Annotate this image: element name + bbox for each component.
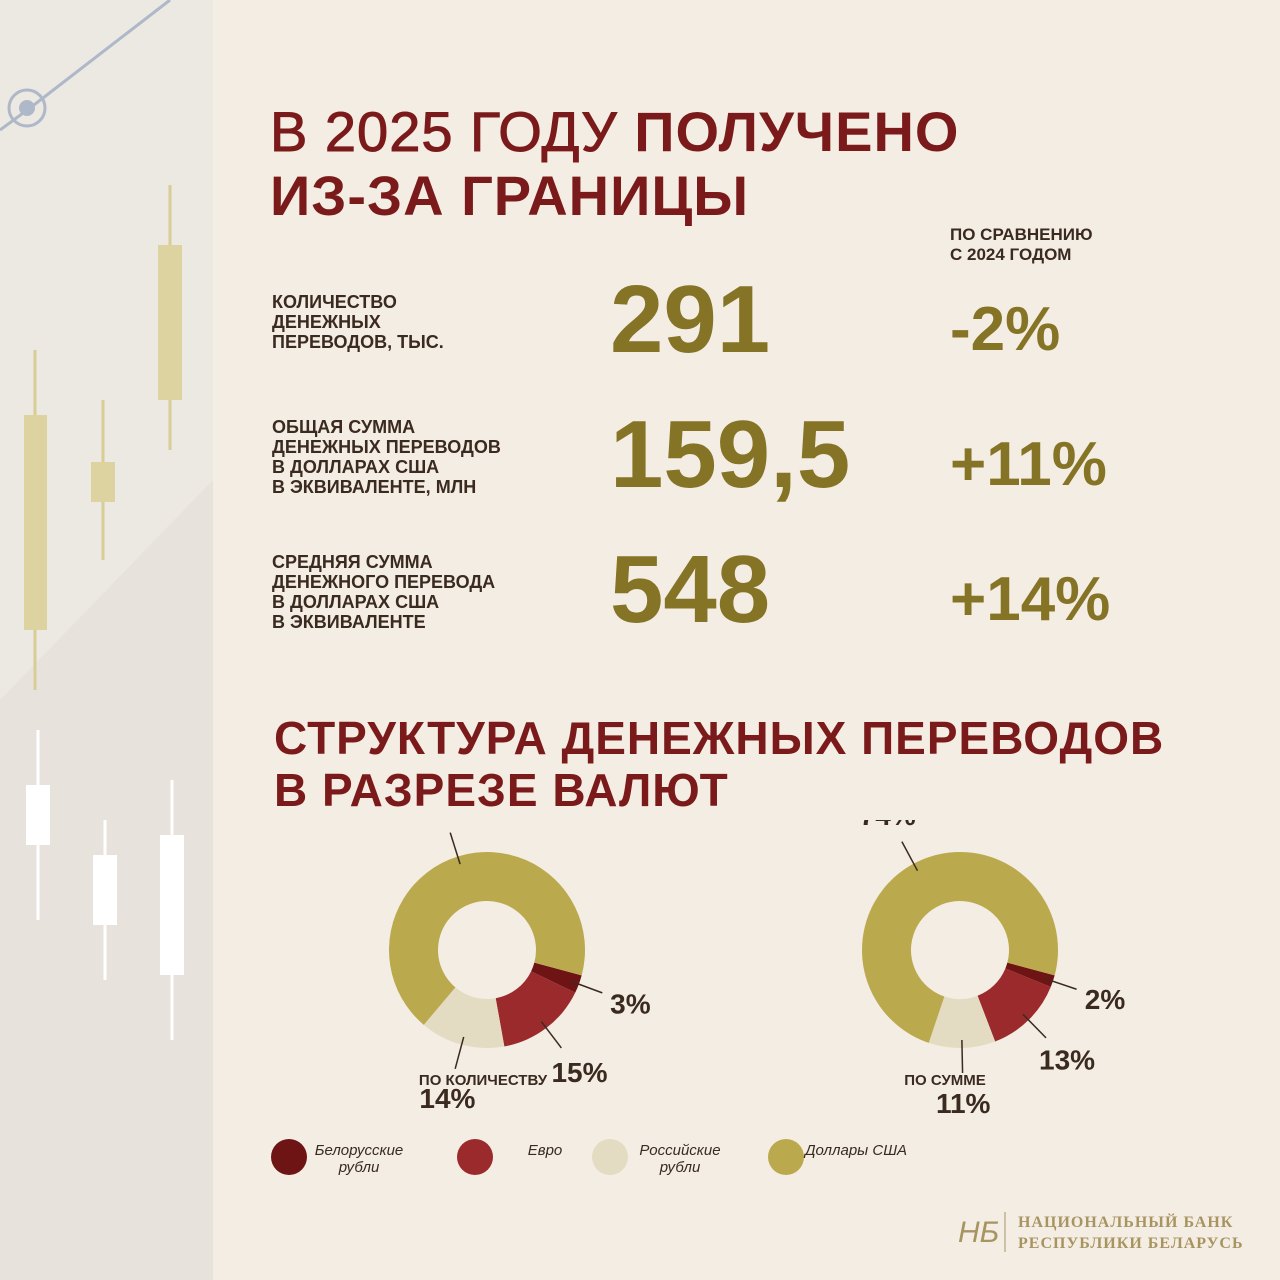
title-bold: ПОЛУЧЕНО <box>634 100 960 163</box>
stat-value: 291 <box>610 266 771 373</box>
stat-change: -2% <box>950 295 1061 364</box>
legend-swatch <box>768 1139 804 1175</box>
stat-label-line: В ДОЛЛАРАХ США <box>272 592 440 612</box>
title: В 2025 ГОДУ ПОЛУЧЕНО ИЗ-ЗА ГРАНИЦЫ <box>270 100 960 228</box>
leader-line <box>1022 1013 1047 1039</box>
svg-text:НБ: НБ <box>958 1216 999 1249</box>
stat-value: 159,5 <box>610 401 851 508</box>
leader-line <box>901 841 919 872</box>
footer-line: НАЦИОНАЛЬНЫЙ БАНК <box>1018 1214 1234 1231</box>
stat-label-line: ДЕНЕЖНЫХ ПЕРЕВОДОВ <box>272 437 501 457</box>
title-line2: ИЗ-ЗА ГРАНИЦЫ <box>270 164 750 227</box>
legend-label: Российские рубли <box>639 1142 721 1176</box>
donut-slice <box>423 987 505 1048</box>
donut-slice <box>1005 962 1055 988</box>
donut-slice <box>928 995 996 1048</box>
stat-label-line: ДЕНЕЖНОГО ПЕРЕВОДА <box>272 572 496 592</box>
comparison-line: С 2024 ГОДОМ <box>950 245 1072 264</box>
stat-label-line: В ДОЛЛАРАХ США <box>272 457 440 477</box>
leader-line <box>961 1039 964 1073</box>
stat-label-line: В ЭКВИВАЛЕНТЕ <box>272 612 426 632</box>
stat-label-line: КОЛИЧЕСТВО <box>272 292 397 312</box>
donut-slice <box>977 968 1051 1042</box>
stat-label: СРЕДНЯЯ СУММА ДЕНЕЖНОГО ПЕРЕВОДА В ДОЛЛАРА… <box>272 552 495 632</box>
value-label: 13% <box>1039 1044 1095 1075</box>
stat-value: 548 <box>610 536 771 643</box>
stat-label: КОЛИЧЕСТВО ДЕНЕЖНЫХ ПЕРЕВОДОВ, ТЫС. <box>272 292 444 352</box>
stat-label-line: ПЕРЕВОДОВ, ТЫС. <box>272 332 444 352</box>
legend-swatch <box>592 1139 628 1175</box>
value-label: 15% <box>551 1057 607 1088</box>
stat-change: +14% <box>950 565 1111 634</box>
leader-line <box>449 832 461 865</box>
donut-slice <box>531 962 582 993</box>
leader-line <box>1045 977 1077 990</box>
footer-line: РЕСПУБЛИКИ БЕЛАРУСЬ <box>1018 1235 1244 1252</box>
legend-label: Доллары США <box>804 1142 908 1159</box>
value-label: 74% <box>860 820 916 831</box>
donut-slice <box>862 852 1058 1043</box>
stat-label-line: СРЕДНЯЯ СУММА <box>272 552 433 572</box>
comparison-line: ПО СРАВНЕНИЮ <box>950 225 1093 244</box>
stat-change: +11% <box>950 430 1107 499</box>
value-label: 2% <box>1085 984 1126 1015</box>
leader-line <box>454 1036 465 1070</box>
value-label: 11% <box>936 1088 991 1119</box>
donut-slice <box>389 852 585 1025</box>
legend-swatch <box>271 1139 307 1175</box>
stat-label-line: В ЭКВИВАЛЕНТЕ, МЛН <box>272 477 477 497</box>
value-label: 3% <box>610 988 651 1019</box>
legend-label: Белорусские рубли <box>314 1142 404 1176</box>
value-label: 14% <box>419 1083 475 1114</box>
leader-line <box>571 980 603 994</box>
section-title: СТРУКТУРА ДЕНЕЖНЫХ ПЕРЕВОДОВ В РАЗРЕЗЕ ВА… <box>274 712 1164 816</box>
logo: НБ <box>958 1212 1006 1252</box>
comparison-header: ПО СРАВНЕНИЮ С 2024 ГОДОМ <box>950 225 1092 265</box>
stat-label-line: ДЕНЕЖНЫХ <box>272 312 381 332</box>
chart-title: ПО КОЛИЧЕСТВУ <box>419 1072 548 1089</box>
legend-swatch <box>457 1139 493 1175</box>
footer: НАЦИОНАЛЬНЫЙ БАНК РЕСПУБЛИКИ БЕЛАРУСЬ <box>1018 1212 1244 1254</box>
chart-title: ПО СУММЕ <box>904 1072 986 1089</box>
leader-line <box>540 1021 562 1049</box>
legend-label: Евро <box>527 1142 563 1159</box>
title-regular: В 2025 ГОДУ <box>270 100 618 164</box>
stat-label-line: ОБЩАЯ СУММА <box>272 417 416 437</box>
section-line: В РАЗРЕЗЕ ВАЛЮТ <box>274 764 729 816</box>
section-line: СТРУКТУРА ДЕНЕЖНЫХ ПЕРЕВОДОВ <box>274 712 1165 764</box>
stat-label: ОБЩАЯ СУММА ДЕНЕЖНЫХ ПЕРЕВОДОВ В ДОЛЛАРАХ … <box>272 417 501 497</box>
donut-slice <box>495 971 576 1047</box>
